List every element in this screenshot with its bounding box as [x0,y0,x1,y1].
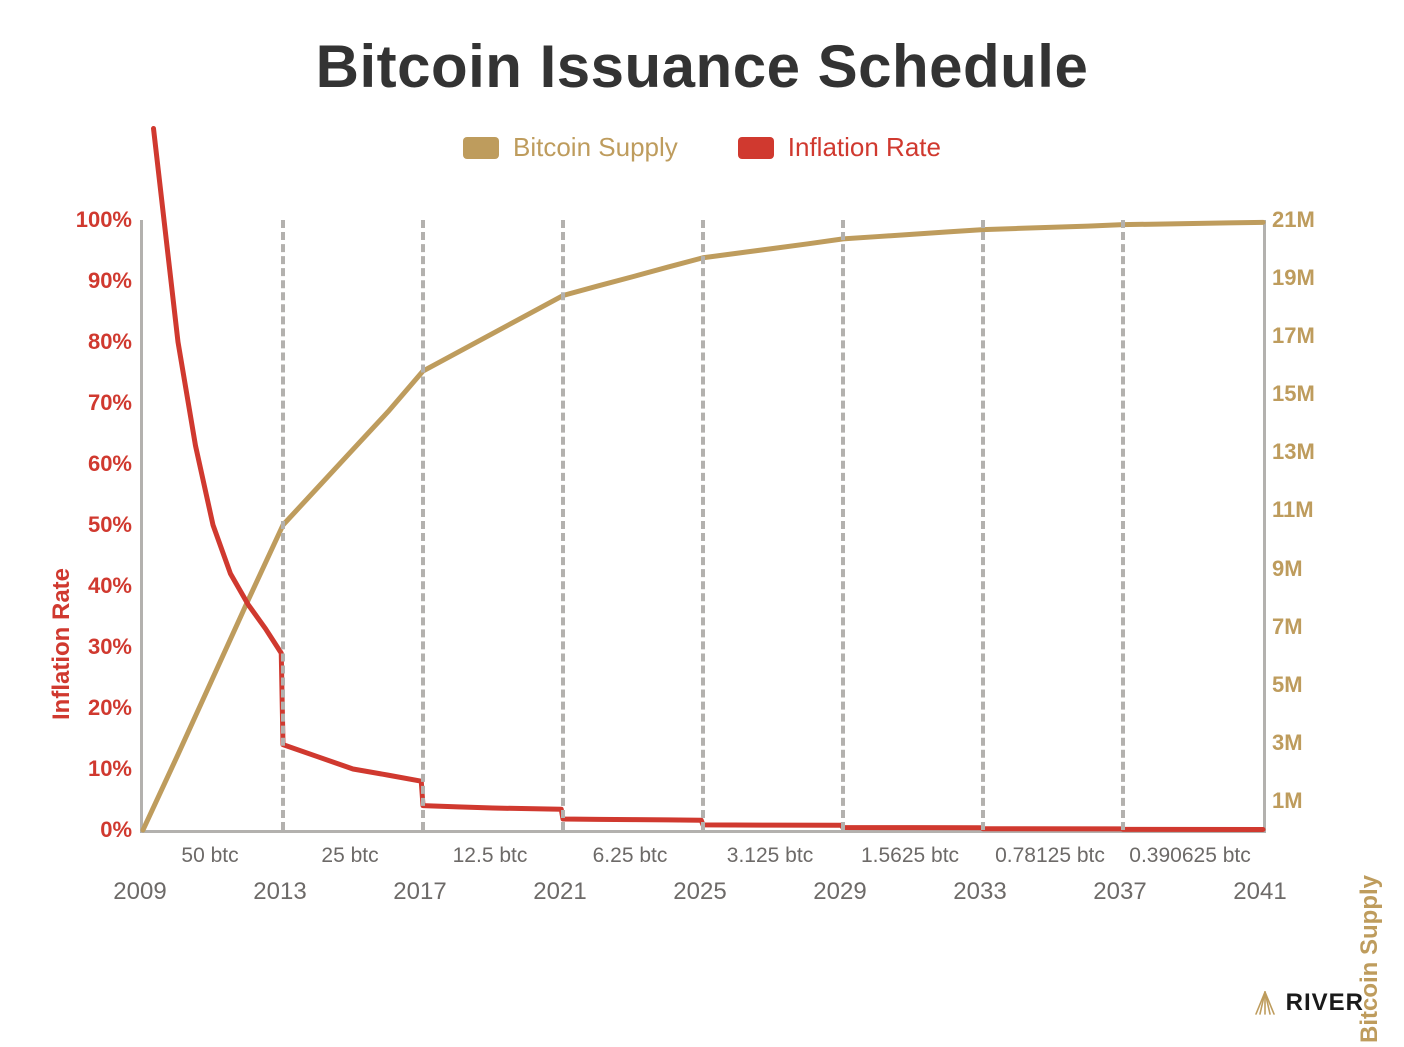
x-year-tick: 2009 [113,878,166,906]
y-right-tick: 7M [1272,614,1332,640]
brand-badge: RIVER [1252,989,1364,1017]
legend-item-inflation: Inflation Rate [738,132,941,163]
y-left-tick: 90% [72,268,132,294]
legend-swatch-inflation [738,137,774,159]
x-btc-reward-label: 12.5 btc [453,844,528,868]
halving-gridline [561,220,565,830]
x-btc-reward-label: 6.25 btc [593,844,668,868]
x-btc-reward-label: 50 btc [181,844,238,868]
y-right-tick: 13M [1272,439,1332,465]
x-year-tick: 2021 [533,878,586,906]
y-left-tick: 70% [72,390,132,416]
legend-item-supply: Bitcoin Supply [463,132,678,163]
x-btc-reward-label: 1.5625 btc [861,844,959,868]
x-btc-reward-label: 3.125 btc [727,844,813,868]
y-left-tick: 100% [72,207,132,233]
brand-text: RIVER [1286,989,1364,1017]
y-right-tick: 3M [1272,730,1332,756]
legend-label-inflation: Inflation Rate [788,132,941,163]
x-year-tick: 2017 [393,878,446,906]
x-year-tick: 2013 [253,878,306,906]
y-right-tick: 19M [1272,265,1332,291]
x-btc-reward-label: 0.390625 btc [1129,844,1250,868]
x-btc-reward-label: 25 btc [321,844,378,868]
halving-gridline [421,220,425,830]
halving-gridline [281,220,285,830]
y-left-tick: 20% [72,695,132,721]
halving-gridline [841,220,845,830]
y-right-tick: 21M [1272,207,1332,233]
y-right-axis-title: Bitcoin Supply [1356,875,1384,1043]
y-right-tick: 11M [1272,497,1332,523]
x-year-tick: 2029 [813,878,866,906]
y-right-tick: 5M [1272,672,1332,698]
y-left-tick: 60% [72,451,132,477]
chart-page: Bitcoin Issuance Schedule Bitcoin Supply… [0,0,1404,1047]
legend-label-supply: Bitcoin Supply [513,132,678,163]
halving-gridline [1121,220,1125,830]
x-year-tick: 2033 [953,878,1006,906]
chart-area: Inflation Rate Bitcoin Supply 0%10%20%30… [40,210,1364,910]
y-right-tick: 9M [1272,556,1332,582]
y-right-tick: 15M [1272,381,1332,407]
y-left-tick: 10% [72,756,132,782]
y-left-tick: 30% [72,634,132,660]
x-btc-reward-label: 0.78125 btc [995,844,1105,868]
y-right-tick: 17M [1272,323,1332,349]
y-left-tick: 0% [72,817,132,843]
series-inflation-rate [154,129,1264,830]
halving-gridline [701,220,705,830]
plot-region [140,220,1266,833]
x-year-tick: 2041 [1233,878,1286,906]
chart-title: Bitcoin Issuance Schedule [0,32,1404,101]
brand-icon [1252,990,1278,1016]
legend-swatch-supply [463,137,499,159]
y-left-tick: 50% [72,512,132,538]
halving-gridline [981,220,985,830]
chart-legend: Bitcoin Supply Inflation Rate [0,132,1404,163]
y-right-tick: 1M [1272,788,1332,814]
y-left-tick: 80% [72,329,132,355]
x-year-tick: 2037 [1093,878,1146,906]
x-year-tick: 2025 [673,878,726,906]
y-left-tick: 40% [72,573,132,599]
